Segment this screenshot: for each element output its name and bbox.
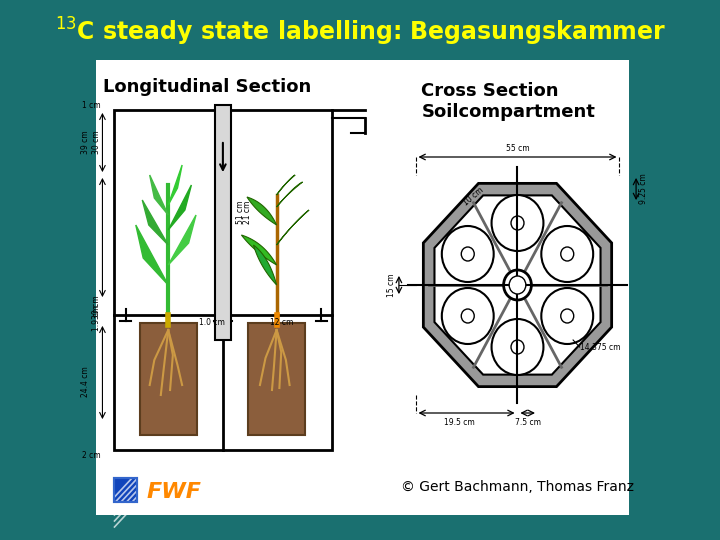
Bar	[114, 478, 137, 502]
Text: 51 cm: 51 cm	[236, 200, 245, 224]
Polygon shape	[168, 215, 196, 265]
Circle shape	[462, 247, 474, 261]
Text: 19.5 cm: 19.5 cm	[444, 418, 474, 427]
Circle shape	[492, 319, 544, 375]
Text: 10 cm: 10 cm	[461, 186, 485, 208]
Text: © Gert Bachmann, Thomas Franz: © Gert Bachmann, Thomas Franz	[401, 480, 634, 494]
Text: Longitudinal Section: Longitudinal Section	[103, 78, 311, 96]
Polygon shape	[276, 175, 295, 195]
Text: 55 cm: 55 cm	[505, 144, 529, 153]
Circle shape	[561, 309, 574, 323]
Text: 1 cm: 1 cm	[82, 102, 101, 111]
Text: FWF: FWF	[147, 482, 202, 502]
Text: 14.375 cm: 14.375 cm	[580, 342, 621, 352]
Polygon shape	[247, 197, 276, 225]
Circle shape	[511, 216, 524, 230]
Circle shape	[492, 195, 544, 251]
Circle shape	[511, 340, 524, 354]
Text: 1.9 cm: 1.9 cm	[91, 305, 101, 331]
Polygon shape	[434, 195, 600, 375]
Circle shape	[509, 276, 526, 294]
Polygon shape	[150, 175, 168, 215]
Polygon shape	[423, 184, 612, 387]
Bar	[114, 478, 137, 502]
Text: 39 cm: 39 cm	[81, 130, 91, 154]
Text: $^{13}$C steady state labelling: Begasungskammer: $^{13}$C steady state labelling: Begasun…	[55, 16, 665, 48]
Text: 30 cm: 30 cm	[91, 130, 101, 154]
Polygon shape	[168, 165, 182, 205]
Text: 21 cm: 21 cm	[243, 200, 252, 224]
Bar	[114, 110, 332, 450]
Polygon shape	[136, 225, 168, 285]
Text: 2 cm: 2 cm	[82, 450, 101, 460]
Polygon shape	[276, 182, 302, 207]
Polygon shape	[143, 200, 168, 245]
Text: 24.4 cm: 24.4 cm	[81, 367, 91, 397]
Polygon shape	[276, 210, 309, 245]
Circle shape	[462, 309, 474, 323]
Circle shape	[503, 270, 531, 300]
Polygon shape	[241, 235, 276, 265]
Circle shape	[442, 288, 494, 344]
Circle shape	[561, 247, 574, 261]
Circle shape	[541, 226, 593, 282]
Bar	[96, 60, 629, 515]
Text: 9.25 cm: 9.25 cm	[639, 174, 648, 204]
Circle shape	[442, 226, 494, 282]
Polygon shape	[253, 245, 276, 285]
Circle shape	[541, 288, 593, 344]
Polygon shape	[168, 185, 192, 230]
Text: 12 cm: 12 cm	[269, 318, 293, 327]
Text: Cross Section
Soilcompartment: Cross Section Soilcompartment	[421, 82, 595, 121]
Bar	[215, 105, 231, 340]
Text: 7.5 cm: 7.5 cm	[515, 418, 541, 427]
Bar	[248, 323, 305, 435]
Text: 1.0 cm: 1.0 cm	[199, 318, 225, 327]
Text: 15 cm: 15 cm	[387, 273, 396, 297]
Text: 30 cm: 30 cm	[91, 295, 101, 319]
Bar	[140, 323, 197, 435]
